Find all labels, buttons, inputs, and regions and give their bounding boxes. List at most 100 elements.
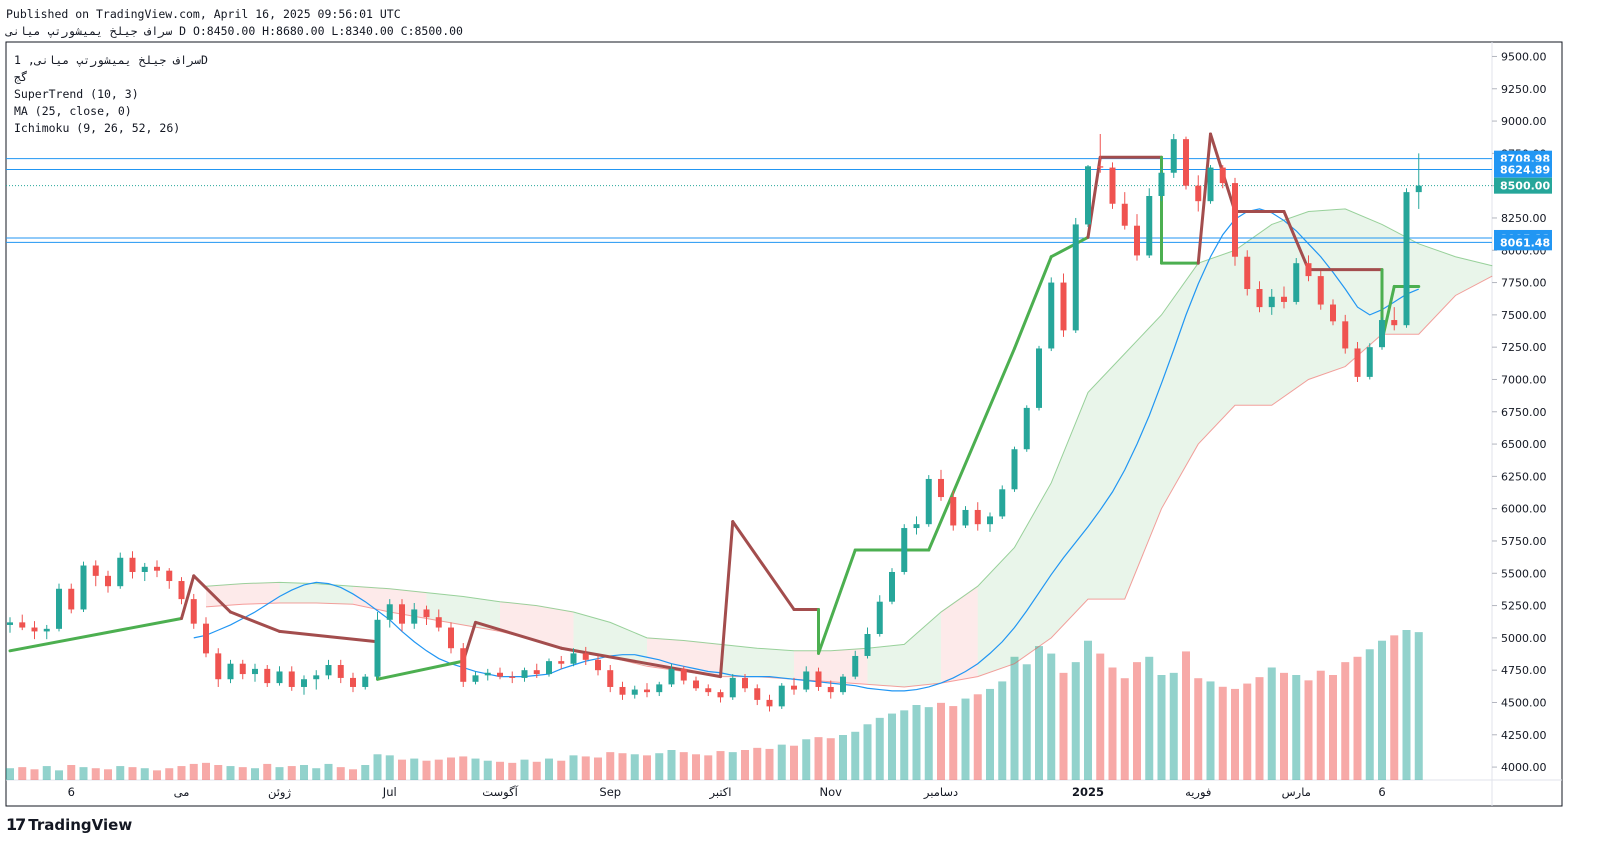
candle-body — [889, 571, 895, 602]
x-tick-label: 6 — [1378, 785, 1385, 799]
candle — [472, 671, 479, 685]
volume-bar — [1304, 680, 1313, 780]
candle-body — [1158, 172, 1165, 196]
y-tick-label: 9250.00 — [1501, 83, 1547, 96]
candle — [742, 674, 748, 693]
candle-body — [1011, 449, 1018, 490]
volume-bar — [606, 752, 615, 780]
price-label-text: 8624.89 — [1500, 164, 1550, 177]
volume-bar — [1035, 646, 1043, 780]
candle — [190, 593, 197, 629]
ichimoku-cloud-segment — [794, 650, 831, 682]
volume-bar — [1169, 672, 1178, 780]
candle — [19, 614, 26, 631]
volume-bar — [728, 752, 737, 780]
candle-body — [938, 478, 944, 498]
volume-bar — [1267, 667, 1276, 780]
ichimoku-cloud-segment — [206, 583, 243, 607]
candle — [815, 667, 822, 691]
candle-body — [1366, 347, 1373, 377]
volume-bar — [937, 702, 945, 780]
candle-body — [1048, 282, 1055, 349]
volume-bar — [765, 748, 774, 780]
candle — [791, 677, 797, 695]
candle — [913, 516, 920, 535]
candle-body — [43, 628, 50, 632]
tradingview-logo[interactable]: 17 TradingView — [6, 815, 132, 834]
supertrend-segment — [474, 620, 563, 650]
legend-ichimoku[interactable]: Ichimoku (9, 26, 52, 26) — [14, 121, 181, 135]
candle — [962, 506, 969, 529]
candle-body — [1391, 320, 1398, 326]
ichimoku-cloud-segment — [463, 596, 500, 632]
candle-body — [778, 685, 785, 707]
candle-body — [1097, 166, 1104, 168]
candle-body — [1121, 203, 1128, 226]
candle — [484, 668, 491, 681]
candle — [803, 666, 810, 693]
candle — [7, 617, 13, 633]
candle — [1403, 188, 1410, 328]
ichimoku-cloud-segment — [536, 605, 574, 651]
candle-body — [56, 588, 62, 629]
supertrend-segment — [192, 574, 232, 614]
ichimoku-cloud-segment — [904, 612, 941, 687]
volume-bar — [1365, 649, 1374, 780]
candle — [1256, 281, 1263, 313]
candle-body — [264, 668, 271, 684]
volume-bar — [91, 768, 100, 780]
volume-bar — [104, 769, 112, 780]
ichimoku-cloud-segment — [1235, 224, 1272, 406]
volume-bar — [349, 769, 357, 780]
candle — [252, 663, 258, 682]
candle — [1219, 164, 1226, 189]
volume-bar — [790, 745, 798, 780]
volume-bar — [398, 759, 406, 780]
candle — [1330, 299, 1336, 326]
candle-body — [1219, 167, 1226, 184]
candle-body — [619, 686, 626, 695]
candle — [582, 646, 589, 666]
candle-body — [533, 670, 540, 675]
candle-body — [864, 634, 871, 656]
candle-body — [448, 627, 454, 649]
x-tick-label: Nov — [820, 785, 843, 799]
candle-body — [252, 668, 258, 675]
candle-body — [154, 566, 160, 571]
volume-bar — [1402, 630, 1411, 780]
volume-bar — [1108, 667, 1117, 780]
legend-ma[interactable]: MA (25, close, 0) — [14, 104, 132, 118]
volume-bar — [1059, 672, 1068, 780]
candle-body — [582, 653, 589, 660]
ichimoku-cloud-segment — [500, 601, 537, 641]
legend-supertrend[interactable]: SuperTrend (10, 3) — [14, 87, 139, 101]
candle-body — [435, 617, 442, 628]
y-tick-label: 7250.00 — [1501, 341, 1547, 354]
candle — [386, 599, 393, 628]
ichimoku-cloud-segment — [242, 582, 280, 605]
candle-body — [791, 685, 797, 690]
candle-body — [546, 661, 552, 675]
candle-body — [1268, 296, 1275, 308]
y-tick-label: 5750.00 — [1501, 535, 1547, 548]
candle — [337, 659, 344, 684]
candle — [80, 561, 87, 613]
supertrend-segment — [8, 616, 183, 653]
candle — [411, 602, 418, 629]
candle-body — [827, 686, 834, 693]
y-tick-label: 8250.00 — [1501, 212, 1547, 225]
candle — [925, 475, 932, 527]
y-tick-label: 9500.00 — [1501, 50, 1547, 63]
candle-body — [999, 489, 1006, 517]
candle — [521, 667, 528, 682]
candle — [1183, 136, 1189, 190]
candle-body — [1281, 296, 1287, 302]
candle-body — [693, 680, 699, 689]
x-tick-label: 2025 — [1072, 785, 1104, 799]
candle — [974, 502, 981, 531]
volume-bar — [177, 766, 186, 780]
candle — [166, 568, 173, 589]
ichimoku-cloud-segment — [941, 586, 978, 684]
candle-body — [680, 668, 687, 681]
